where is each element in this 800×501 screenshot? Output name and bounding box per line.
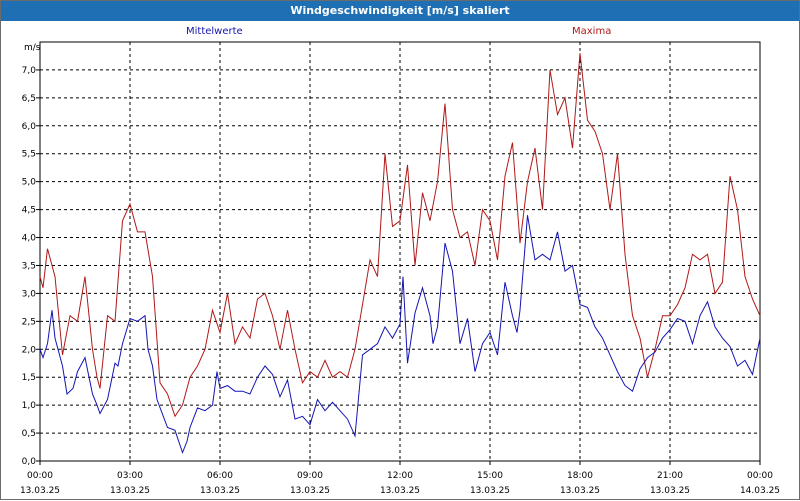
- series-line-maxima: [39, 53, 761, 418]
- y-tick-label: 5,0: [22, 178, 37, 188]
- x-tick-time: 00:00: [27, 471, 53, 481]
- y-axis-unit: m/s: [24, 43, 41, 53]
- y-tick-label: 1,0: [22, 401, 37, 411]
- x-tick-time: 12:00: [387, 471, 413, 481]
- x-tick-date: 13.03.25: [110, 486, 150, 496]
- y-tick-label: 0,5: [22, 429, 36, 439]
- y-tick-label: 6,5: [22, 94, 36, 104]
- x-tick-time: 09:00: [297, 471, 323, 481]
- y-tick-label: 3,0: [22, 289, 37, 299]
- y-tick-label: 0,0: [22, 457, 37, 467]
- y-tick-label: 4,5: [22, 206, 36, 216]
- x-tick-date: 13.03.25: [470, 486, 510, 496]
- y-tick-label: 5,5: [22, 150, 36, 160]
- x-tick-date: 13.03.25: [560, 486, 600, 496]
- y-tick-label: 2,5: [22, 317, 36, 327]
- x-tick-date: 13.03.25: [380, 486, 420, 496]
- y-tick-label: 2,0: [22, 345, 37, 355]
- x-tick-time: 21:00: [657, 471, 683, 481]
- x-tick-time: 15:00: [477, 471, 503, 481]
- chart-title: Windgeschwindigkeit [m/s] skaliert: [1, 1, 799, 21]
- y-tick-label: 1,5: [22, 373, 36, 383]
- x-tick-date: 13.03.25: [20, 486, 60, 496]
- y-tick-label: 3,5: [22, 261, 36, 271]
- x-tick-time: 00:00: [747, 471, 773, 481]
- y-tick-label: 4,0: [22, 234, 37, 244]
- x-tick-date: 13.03.25: [650, 486, 690, 496]
- y-tick-label: 7,0: [22, 66, 37, 76]
- legend-mittelwerte: Mittelwerte: [186, 26, 243, 37]
- x-tick-date: 13.03.25: [200, 486, 240, 496]
- x-tick-date: 13.03.25: [290, 486, 330, 496]
- y-tick-label: 6,0: [22, 122, 37, 132]
- x-tick-date: 14.03.25: [740, 486, 780, 496]
- x-tick-time: 03:00: [117, 471, 143, 481]
- x-tick-time: 06:00: [207, 471, 233, 481]
- series-line-mittelwerte: [39, 215, 761, 455]
- legend-maxima: Maxima: [572, 26, 612, 37]
- x-tick-time: 18:00: [567, 471, 593, 481]
